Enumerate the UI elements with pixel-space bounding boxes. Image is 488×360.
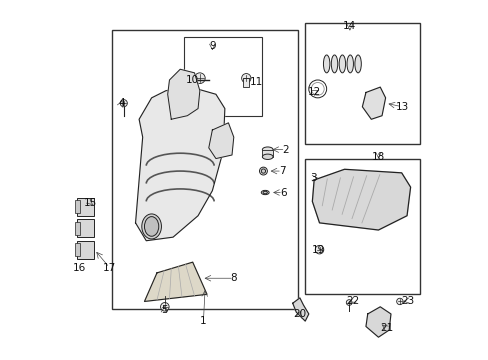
Ellipse shape [339, 55, 345, 73]
Ellipse shape [263, 191, 267, 194]
Text: 20: 20 [293, 309, 306, 319]
Polygon shape [135, 87, 224, 241]
Text: 18: 18 [371, 152, 384, 162]
Text: 6: 6 [279, 188, 286, 198]
Bar [112, 30, 298, 309]
Text: 11: 11 [249, 77, 263, 87]
Ellipse shape [142, 214, 161, 239]
Text: 8: 8 [230, 273, 237, 283]
Text: 21: 21 [379, 323, 392, 333]
Text: 16: 16 [73, 262, 86, 273]
Polygon shape [365, 307, 390, 337]
Circle shape [396, 298, 402, 305]
Ellipse shape [262, 154, 272, 159]
Text: 3: 3 [309, 173, 316, 183]
Circle shape [160, 302, 169, 311]
Bar [183, 37, 262, 116]
Bar [77, 241, 94, 258]
Text: 9: 9 [208, 41, 215, 51]
Circle shape [241, 73, 250, 83]
Text: 12: 12 [307, 87, 320, 98]
Polygon shape [144, 262, 206, 301]
Ellipse shape [354, 55, 361, 73]
Text: 5: 5 [161, 305, 167, 315]
Bar [77, 219, 94, 237]
Circle shape [194, 73, 205, 84]
Bar [75, 222, 80, 235]
Circle shape [259, 167, 267, 175]
Circle shape [120, 100, 127, 107]
Text: 14: 14 [343, 21, 356, 31]
Text: 17: 17 [102, 262, 116, 273]
Bar [305, 23, 419, 144]
Polygon shape [312, 169, 410, 230]
Text: 15: 15 [84, 198, 97, 208]
Text: 22: 22 [346, 296, 359, 306]
Polygon shape [167, 69, 200, 119]
Text: 19: 19 [311, 245, 325, 255]
Text: 2: 2 [282, 145, 288, 155]
Ellipse shape [261, 190, 268, 195]
Bar [75, 201, 80, 213]
Polygon shape [362, 87, 385, 119]
Text: 13: 13 [395, 102, 408, 112]
Text: 7: 7 [278, 166, 285, 176]
Ellipse shape [323, 55, 329, 73]
Text: 1: 1 [200, 316, 206, 326]
Bar [75, 243, 80, 256]
Bar [305, 158, 419, 294]
Bar [243, 78, 248, 87]
Ellipse shape [346, 55, 353, 73]
Polygon shape [208, 123, 233, 158]
Circle shape [346, 300, 351, 305]
Text: 23: 23 [401, 296, 414, 306]
Bar [262, 150, 272, 157]
Text: 10: 10 [186, 75, 199, 85]
Circle shape [261, 169, 265, 173]
Text: 4: 4 [118, 98, 124, 108]
Ellipse shape [144, 217, 159, 236]
Circle shape [315, 246, 323, 254]
Ellipse shape [331, 55, 337, 73]
Bar [77, 198, 94, 216]
Ellipse shape [262, 147, 272, 152]
Polygon shape [292, 298, 308, 321]
